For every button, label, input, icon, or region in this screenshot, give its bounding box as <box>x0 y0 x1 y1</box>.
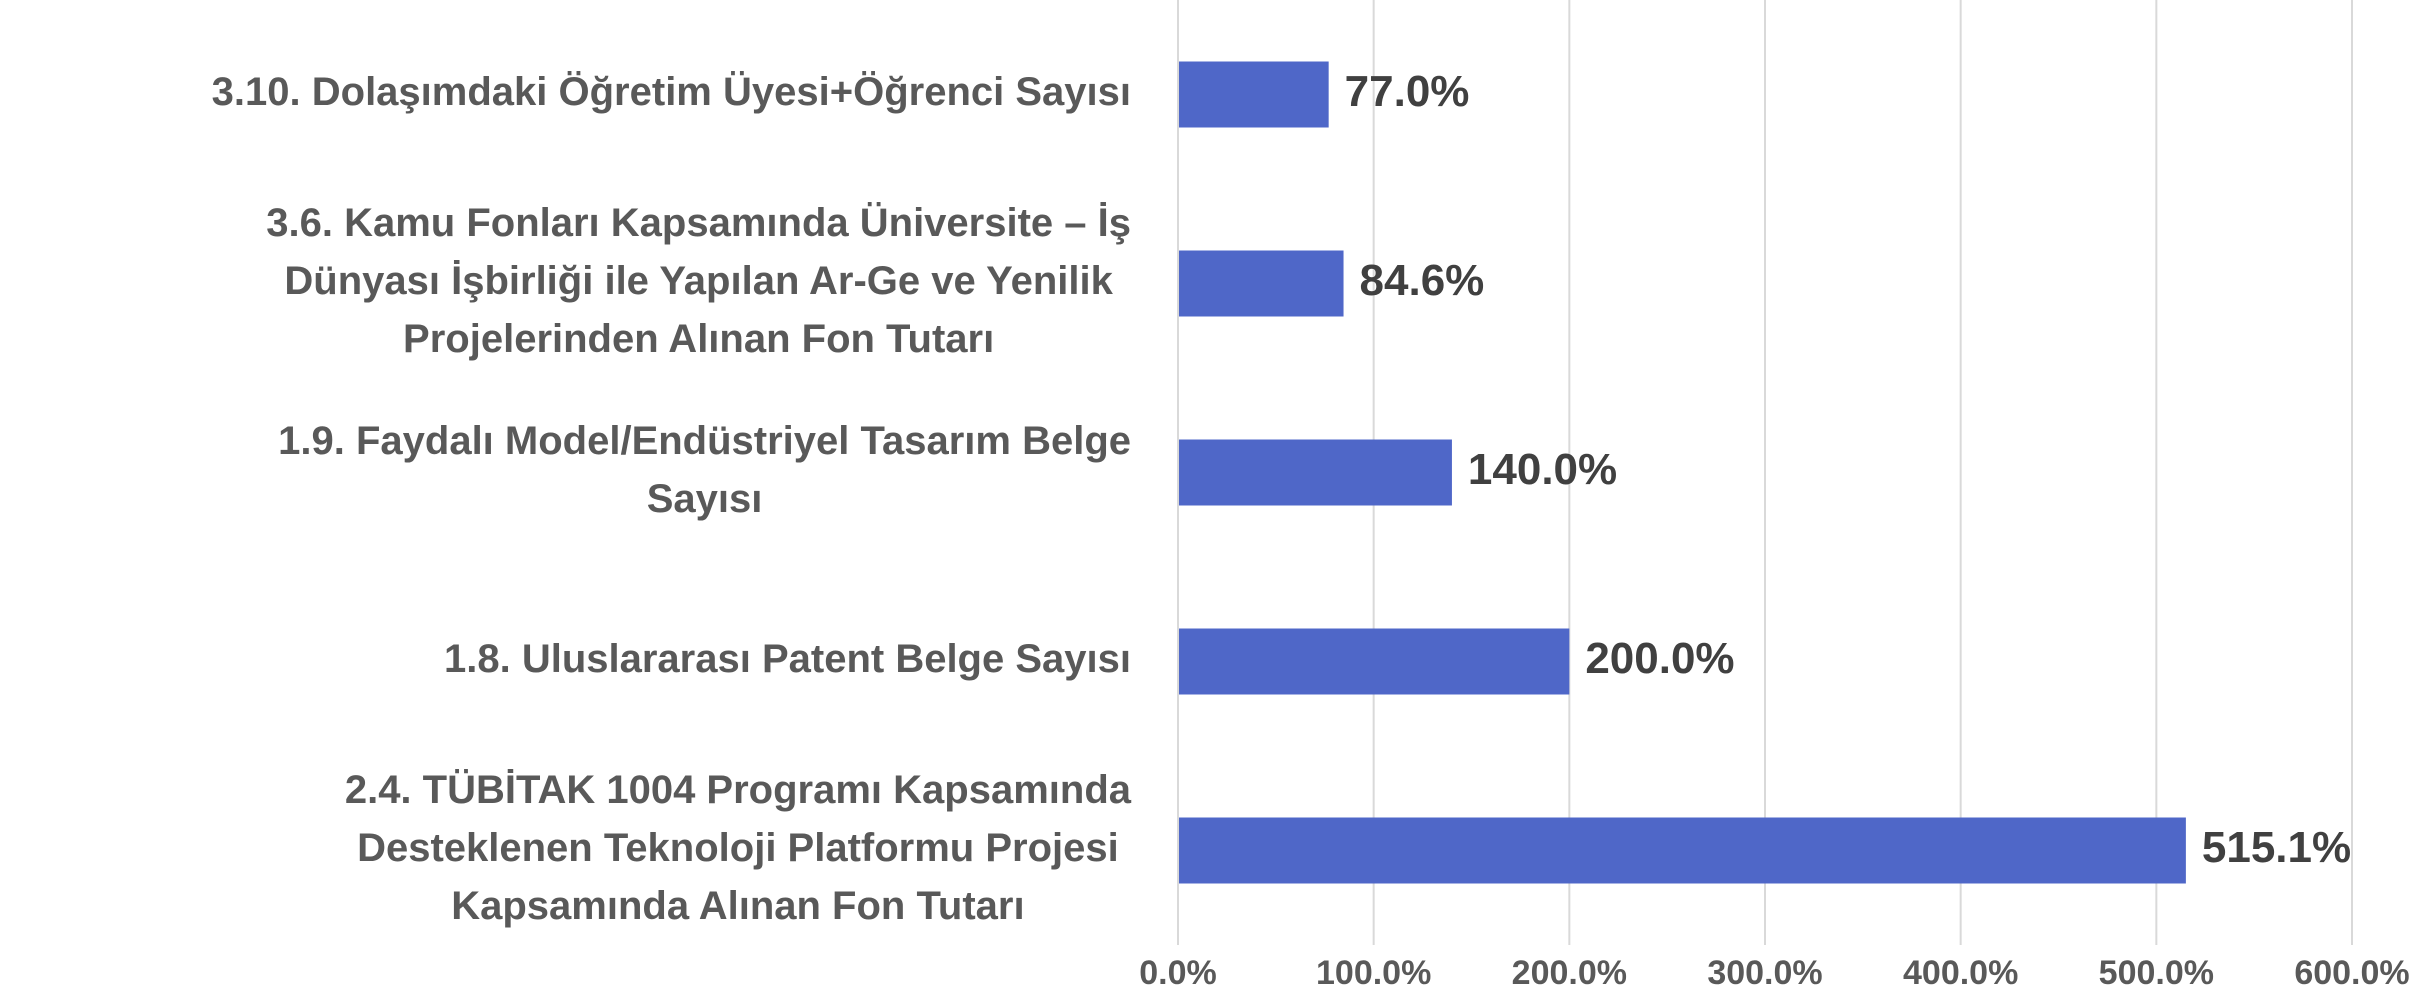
bar <box>1178 61 1329 128</box>
category-line: Sayısı <box>647 477 763 521</box>
x-tick-label: 100.0% <box>1316 954 1431 992</box>
x-tick-label: 400.0% <box>1903 954 2018 992</box>
category-label: 3.10. Dolaşımdaki Öğretim Üyesi+Öğrenci … <box>212 69 1131 114</box>
data-label: 140.0% <box>1468 445 1617 494</box>
category-line: 3.10. Dolaşımdaki Öğretim Üyesi+Öğrenci … <box>212 69 1131 114</box>
category-line: 1.8. Uluslararası Patent Belge Sayısı <box>444 637 1131 681</box>
x-tick-label: 200.0% <box>1512 954 1627 992</box>
category-line: Dünyası İşbirliği ile Yapılan Ar-Ge ve Y… <box>284 259 1113 303</box>
category-line: 1.9. Faydalı Model/Endüstriyel Tasarım B… <box>278 419 1131 463</box>
category-line: 2.4. TÜBİTAK 1004 Programı Kapsamında <box>345 767 1132 812</box>
category-line: Desteklenen Teknoloji Platformu Projesi <box>357 826 1119 870</box>
x-tick-label: 500.0% <box>2099 954 2214 992</box>
category-label: 3.6. Kamu Fonları Kapsamında Üniversite … <box>266 200 1131 361</box>
data-label: 77.0% <box>1345 67 1470 116</box>
category-line: 3.6. Kamu Fonları Kapsamında Üniversite … <box>266 200 1131 245</box>
category-line: Projelerinden Alınan Fon Tutarı <box>403 317 994 361</box>
bar <box>1178 439 1452 506</box>
x-tick-label: 600.0% <box>2294 954 2409 992</box>
category-label: 1.9. Faydalı Model/Endüstriyel Tasarım B… <box>278 419 1131 521</box>
data-label: 200.0% <box>1585 634 1734 683</box>
data-label: 515.1% <box>2202 823 2351 872</box>
x-tick-label: 0.0% <box>1139 954 1217 992</box>
bar <box>1178 250 1344 317</box>
bar <box>1178 817 2186 884</box>
data-label: 84.6% <box>1360 256 1485 305</box>
x-tick-label: 300.0% <box>1707 954 1822 992</box>
category-line: Kapsamında Alınan Fon Tutarı <box>451 884 1024 928</box>
category-label: 1.8. Uluslararası Patent Belge Sayısı <box>444 637 1131 681</box>
category-label: 2.4. TÜBİTAK 1004 Programı Kapsamında Des… <box>345 767 1132 928</box>
bar <box>1178 628 1570 695</box>
